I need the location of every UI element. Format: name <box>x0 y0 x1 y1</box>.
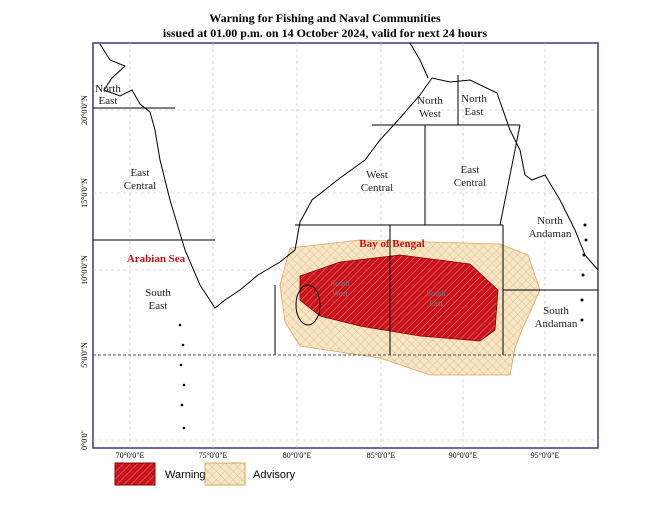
lat-label: 20°0'0"N <box>80 95 89 125</box>
region-label: East <box>149 300 168 312</box>
coastline <box>99 42 599 326</box>
islands <box>178 223 588 430</box>
region-label: South <box>331 279 350 288</box>
map: North East East Central Arabian Sea Sout… <box>80 42 599 460</box>
region-label: West <box>419 108 441 120</box>
lon-label: 75°0'0"E <box>199 451 228 460</box>
lat-label: 10°0'0"N <box>80 255 89 285</box>
lon-label: 95°0'0"E <box>531 451 560 460</box>
legend: Warning Advisory <box>114 462 296 486</box>
region-label: Bay of Bengal <box>359 238 424 250</box>
region-labels: North East East Central Arabian Sea Sout… <box>95 83 578 330</box>
region-label: Central <box>361 182 393 194</box>
subtitle: issued at 01.00 p.m. on 14 October 2024,… <box>163 26 488 40</box>
region-label: East <box>99 95 118 107</box>
region-label: East <box>429 299 444 308</box>
region-label: West <box>332 289 349 298</box>
region-label: North <box>461 93 487 105</box>
legend-swatch <box>114 462 156 486</box>
region-label: South <box>427 289 446 298</box>
lon-label: 90°0'0"E <box>449 451 478 460</box>
lat-label: 5°0'0"N <box>80 342 89 368</box>
lat-labels: 20°0'0"N 15°0'0"N 10°0'0"N 5°0'0"N 0°0'0… <box>80 95 89 450</box>
legend-swatch <box>204 462 246 486</box>
region-label: North <box>417 95 443 107</box>
region-label: East <box>461 164 480 176</box>
region-label: Arabian Sea <box>127 253 186 265</box>
lon-label: 85°0'0"E <box>367 451 396 460</box>
region-label: North <box>95 83 121 95</box>
lon-label: 70°0'0"E <box>116 451 145 460</box>
region-label: East <box>131 167 150 179</box>
lat-label: 15°0'0"N <box>80 178 89 208</box>
region-label: South <box>543 305 569 317</box>
region-label: North <box>537 215 563 227</box>
region-label: East <box>465 106 484 118</box>
region-label: Central <box>454 177 486 189</box>
lon-label: 80°0'0"E <box>283 451 312 460</box>
region-label: Central <box>124 180 156 192</box>
region-boundaries <box>93 75 598 356</box>
title: Warning for Fishing and Naval Communitie… <box>209 11 441 25</box>
legend-label: Advisory <box>253 469 296 481</box>
region-label: West <box>366 169 388 181</box>
region-label: Andaman <box>535 318 578 330</box>
lat-label: 0°0'0" <box>80 430 89 450</box>
legend-label: Warning <box>165 469 206 481</box>
region-label: South <box>145 287 171 299</box>
region-label: Andaman <box>529 228 572 240</box>
lon-labels: 70°0'0"E 75°0'0"E 80°0'0"E 85°0'0"E 90°0… <box>116 451 560 460</box>
